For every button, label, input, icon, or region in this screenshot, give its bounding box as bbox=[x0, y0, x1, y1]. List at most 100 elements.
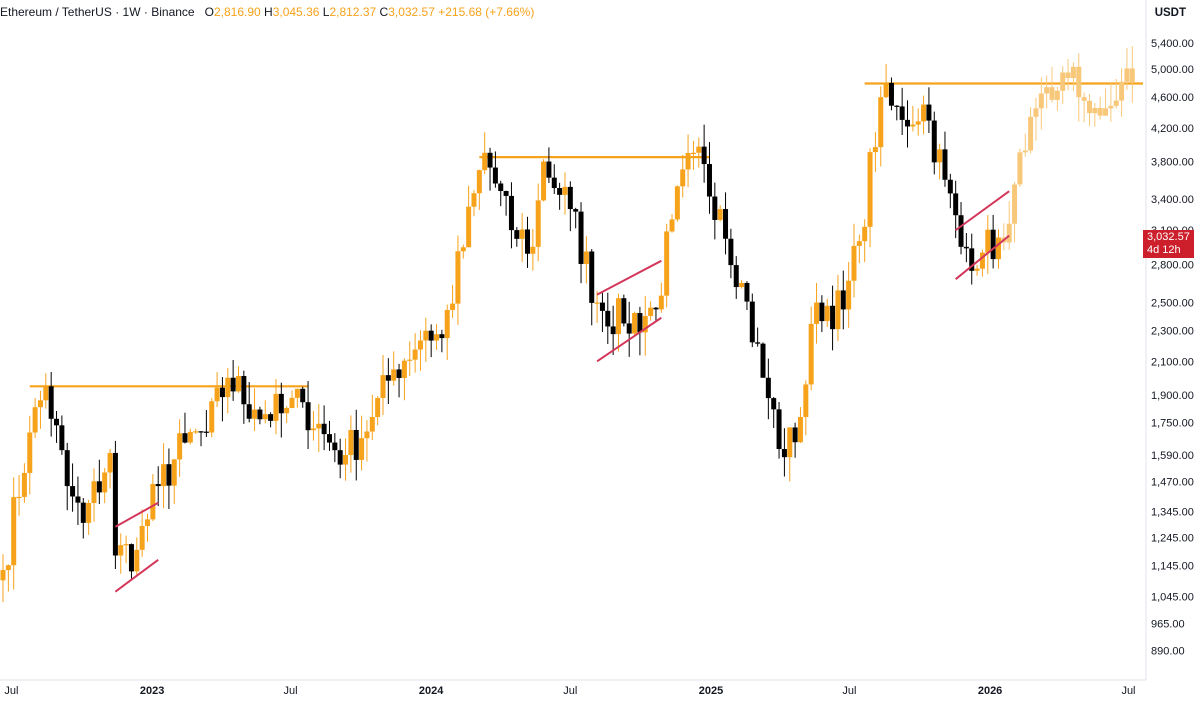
candle bbox=[760, 343, 766, 378]
candle bbox=[86, 502, 92, 523]
candle bbox=[21, 472, 27, 497]
projection-candle bbox=[1081, 97, 1087, 101]
candle bbox=[995, 237, 1001, 260]
y-tick-label: 1,750.00 bbox=[1151, 418, 1194, 430]
candle bbox=[969, 248, 975, 271]
candle bbox=[273, 393, 279, 421]
candle bbox=[669, 219, 675, 232]
projection-candle bbox=[1038, 93, 1044, 109]
candle bbox=[894, 105, 900, 107]
candle bbox=[840, 290, 846, 310]
candle bbox=[332, 442, 338, 451]
candle bbox=[621, 298, 627, 324]
candle bbox=[723, 209, 729, 239]
candle bbox=[583, 251, 589, 264]
candle bbox=[278, 393, 284, 414]
projection-candle bbox=[1044, 87, 1050, 94]
candle bbox=[235, 376, 241, 392]
y-tick-label: 4,600.00 bbox=[1151, 92, 1194, 104]
candle bbox=[482, 152, 488, 171]
candle bbox=[43, 386, 49, 401]
projection-candle bbox=[1065, 72, 1071, 79]
x-tick-label: 2026 bbox=[978, 685, 1002, 697]
projection-candle bbox=[1113, 100, 1119, 106]
candle bbox=[182, 433, 188, 443]
resistance-lines bbox=[29, 82, 1143, 388]
y-tick-label: 1,045.00 bbox=[1151, 591, 1194, 603]
projection-candle bbox=[1124, 68, 1130, 82]
candle bbox=[899, 106, 905, 120]
candle bbox=[434, 334, 440, 341]
y-tick-label: 965.00 bbox=[1151, 618, 1185, 630]
candle bbox=[134, 549, 140, 572]
candle bbox=[530, 246, 536, 254]
candle bbox=[284, 407, 290, 414]
candle bbox=[797, 417, 803, 443]
candle bbox=[214, 387, 220, 402]
candle bbox=[947, 179, 953, 194]
candle bbox=[123, 544, 129, 546]
y-tick-label: 3,400.00 bbox=[1151, 194, 1194, 206]
y-tick-label: 4,200.00 bbox=[1151, 123, 1194, 135]
candle bbox=[926, 104, 932, 121]
candle bbox=[289, 397, 295, 408]
candle bbox=[557, 188, 563, 195]
candle bbox=[375, 397, 381, 418]
candle bbox=[177, 433, 183, 460]
exchange-label: Binance bbox=[151, 5, 195, 19]
candle bbox=[407, 359, 413, 361]
candle bbox=[198, 431, 204, 433]
candle bbox=[187, 431, 193, 443]
candle bbox=[230, 377, 236, 392]
y-tick-label: 1,345.00 bbox=[1151, 506, 1194, 518]
candle bbox=[102, 472, 108, 493]
candle bbox=[985, 229, 991, 253]
candle bbox=[145, 519, 151, 526]
candle bbox=[648, 307, 654, 316]
candle bbox=[701, 146, 707, 165]
candle bbox=[64, 450, 70, 487]
candle bbox=[37, 400, 43, 408]
candle bbox=[492, 167, 498, 184]
symbol-name[interactable]: Ethereum / TetherUS bbox=[0, 5, 112, 19]
candle bbox=[310, 428, 316, 431]
x-tick-label: 2025 bbox=[699, 685, 723, 697]
candle bbox=[27, 432, 33, 473]
candle bbox=[974, 268, 980, 271]
candle bbox=[112, 452, 118, 556]
candle bbox=[450, 303, 456, 310]
candle bbox=[369, 417, 375, 432]
x-tick-label: 2024 bbox=[419, 685, 444, 697]
interval-label[interactable]: 1W bbox=[122, 5, 141, 19]
candle bbox=[0, 570, 6, 581]
candle bbox=[573, 209, 579, 212]
candle bbox=[337, 450, 343, 465]
candle bbox=[171, 459, 177, 486]
projection-candle bbox=[1129, 68, 1135, 83]
candle bbox=[706, 164, 712, 197]
candle bbox=[503, 191, 509, 196]
candle bbox=[680, 169, 686, 187]
projection-candle bbox=[1033, 108, 1039, 117]
candle bbox=[54, 418, 60, 426]
y-tick-label: 1,470.00 bbox=[1151, 476, 1194, 488]
candle bbox=[963, 246, 969, 249]
candle bbox=[953, 193, 959, 216]
last-price-tag: 3,032.57 4d 12h bbox=[1143, 229, 1194, 258]
candle bbox=[931, 120, 937, 163]
candle bbox=[717, 209, 723, 220]
candle bbox=[846, 280, 852, 310]
candle bbox=[401, 360, 407, 378]
high-value: 3,045.36 bbox=[272, 5, 320, 19]
candle bbox=[241, 376, 247, 405]
projection-candle bbox=[1054, 90, 1060, 100]
candle bbox=[776, 409, 782, 449]
candle bbox=[343, 455, 349, 465]
change-value: +215.68 (+7.66%) bbox=[438, 5, 535, 19]
candle bbox=[487, 152, 493, 168]
y-tick-label: 5,400.00 bbox=[1151, 38, 1194, 50]
candle bbox=[578, 211, 584, 264]
candle bbox=[91, 481, 97, 503]
